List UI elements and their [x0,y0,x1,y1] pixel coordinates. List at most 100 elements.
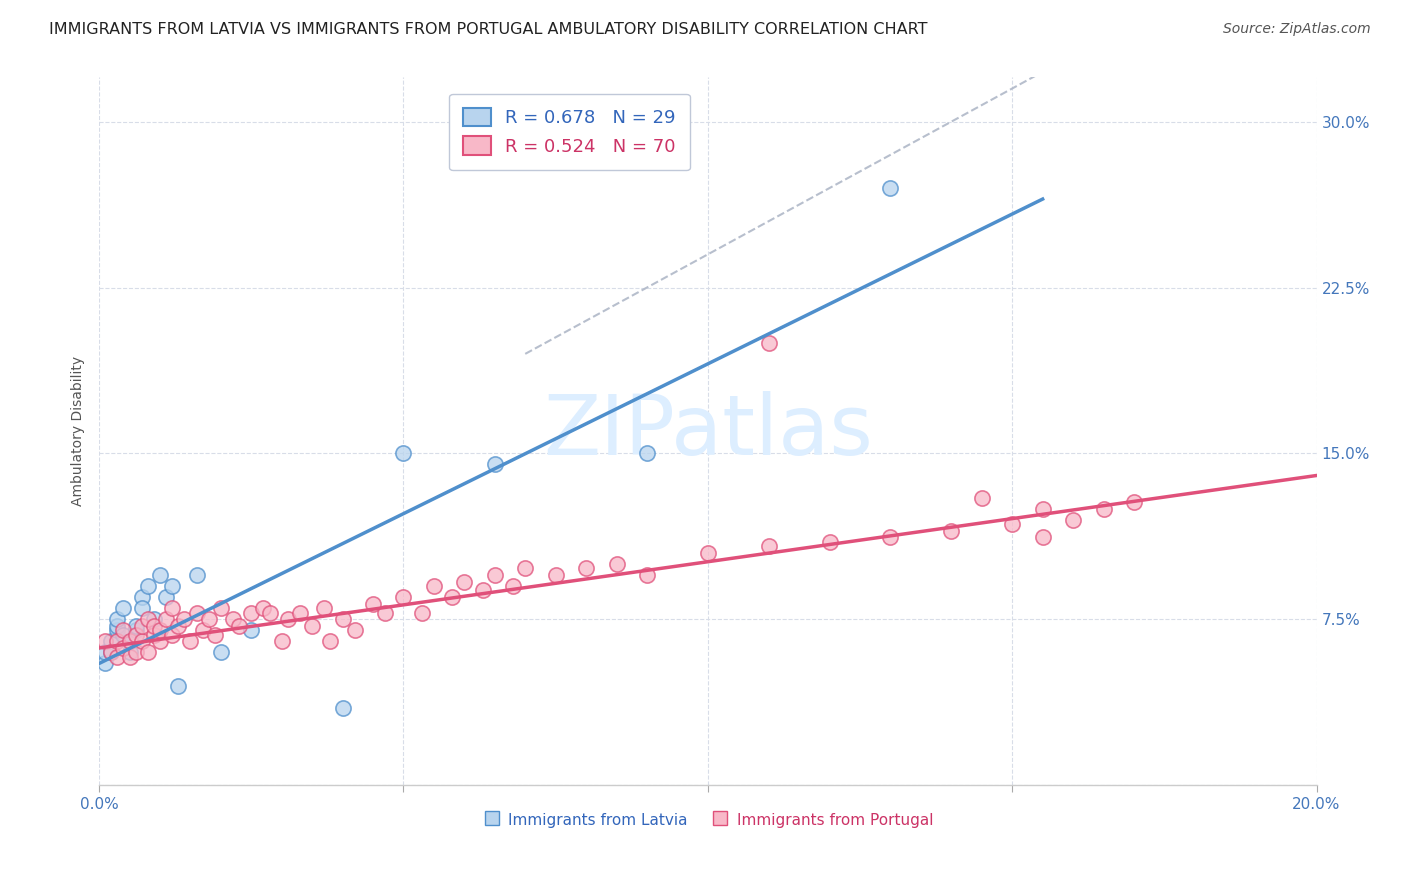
Point [124,624,146,638]
Point [252,601,274,615]
Point [131,619,153,633]
Point [197,612,219,626]
Point [142,628,165,642]
Point [204,628,226,642]
Point [112,624,135,638]
Point [484,458,506,472]
Point [240,606,263,620]
Point [105,634,128,648]
Point [818,534,841,549]
Point [124,645,146,659]
Point [259,606,281,620]
Point [636,568,658,582]
Point [118,634,141,648]
Point [209,601,232,615]
Point [94,645,117,659]
Point [361,597,384,611]
Point [222,612,245,626]
Point [136,579,159,593]
Point [441,590,464,604]
Point [471,583,494,598]
Point [105,649,128,664]
Point [118,649,141,664]
Point [112,640,135,655]
Point [879,181,901,195]
Point [131,634,153,648]
Point [118,634,141,648]
Point [105,624,128,638]
Point [118,645,141,659]
Point [1062,513,1084,527]
Point [149,634,172,648]
Point [155,612,177,626]
Point [270,634,292,648]
Point [124,619,146,633]
Point [191,624,214,638]
Point [636,446,658,460]
Point [124,628,146,642]
Point [502,579,524,593]
Point [332,612,354,626]
Point [544,568,567,582]
Point [319,634,342,648]
Point [758,335,780,350]
Point [288,606,311,620]
Point [105,612,128,626]
Point [606,557,628,571]
Point [112,628,135,642]
Y-axis label: Ambulatory Disability: Ambulatory Disability [72,356,86,507]
Point [484,568,506,582]
Point [100,634,122,648]
Point [314,601,336,615]
Text: Source: ZipAtlas.com: Source: ZipAtlas.com [1223,22,1371,37]
Point [1001,517,1024,532]
Point [277,612,299,626]
Point [136,612,159,626]
Point [149,568,172,582]
Point [392,446,415,460]
Point [100,645,122,659]
Point [186,606,208,620]
Point [301,619,323,633]
Point [696,546,718,560]
Point [1092,501,1115,516]
Point [131,590,153,604]
Point [94,634,117,648]
Point [209,645,232,659]
Point [155,590,177,604]
Text: ZIPatlas: ZIPatlas [543,391,873,472]
Point [411,606,433,620]
Point [240,624,263,638]
Point [167,619,190,633]
Point [1122,495,1144,509]
Legend: Immigrants from Latvia, Immigrants from Portugal: Immigrants from Latvia, Immigrants from … [477,805,939,834]
Point [1032,530,1054,544]
Point [100,645,122,659]
Point [515,561,537,575]
Point [112,601,135,615]
Point [136,645,159,659]
Point [173,612,195,626]
Point [160,601,183,615]
Point [149,624,172,638]
Point [179,634,201,648]
Point [575,561,598,575]
Point [94,657,117,671]
Point [186,568,208,582]
Point [142,619,165,633]
Point [142,612,165,626]
Point [105,619,128,633]
Point [392,590,415,604]
Text: IMMIGRANTS FROM LATVIA VS IMMIGRANTS FROM PORTUGAL AMBULATORY DISABILITY CORRELA: IMMIGRANTS FROM LATVIA VS IMMIGRANTS FRO… [49,22,928,37]
Point [343,624,366,638]
Point [167,679,190,693]
Point [131,601,153,615]
Point [228,619,250,633]
Point [453,574,475,589]
Point [941,524,963,538]
Point [879,530,901,544]
Point [332,700,354,714]
Point [970,491,993,505]
Point [374,606,396,620]
Point [423,579,446,593]
